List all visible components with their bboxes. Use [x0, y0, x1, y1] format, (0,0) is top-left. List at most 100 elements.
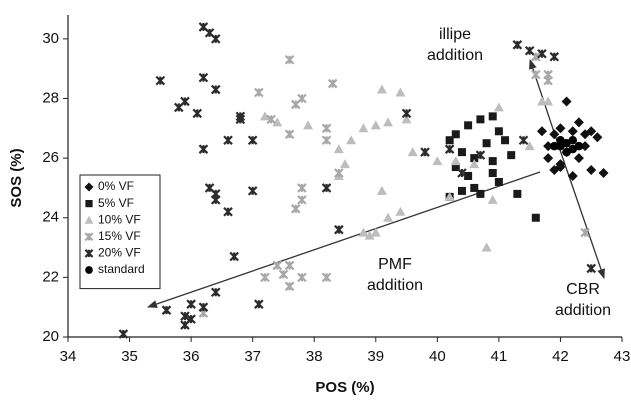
point: [118, 329, 129, 339]
point: [155, 75, 166, 86]
point: [543, 75, 553, 86]
point: [488, 157, 497, 166]
legend-marker: [85, 200, 93, 208]
point: [358, 123, 369, 133]
point: [445, 136, 454, 145]
legend-marker: [84, 249, 94, 258]
point: [303, 120, 314, 130]
point: [186, 299, 196, 309]
annotation: addition: [427, 47, 483, 64]
point: [229, 251, 239, 262]
point: [180, 96, 190, 107]
point: [383, 117, 394, 127]
point: [494, 127, 503, 136]
point: [370, 227, 381, 237]
point: [364, 230, 375, 240]
point: [580, 227, 590, 238]
x-tick-label: 38: [306, 348, 323, 365]
point: [223, 207, 233, 217]
point: [586, 165, 597, 176]
x-axis-title: POS (%): [315, 379, 374, 396]
point: [531, 213, 540, 222]
point: [272, 117, 283, 127]
point: [543, 153, 554, 164]
point: [376, 84, 387, 94]
point: [592, 132, 603, 143]
x-tick-label: 34: [60, 348, 77, 365]
legend-marker: [84, 215, 94, 224]
point: [488, 169, 497, 178]
cbr-arrow: [559, 149, 605, 279]
point: [567, 126, 578, 137]
point: [543, 141, 554, 152]
point: [543, 96, 554, 106]
point: [284, 260, 295, 271]
point: [573, 117, 584, 128]
point: [198, 72, 209, 83]
point: [457, 168, 467, 178]
point: [210, 195, 221, 205]
point: [235, 114, 246, 125]
point: [192, 108, 203, 119]
point: [524, 45, 535, 56]
point: [598, 168, 609, 179]
point: [586, 126, 597, 137]
x-tick-label: 43: [614, 348, 631, 365]
point: [370, 120, 381, 130]
point: [470, 183, 479, 192]
x-tick-label: 40: [429, 348, 446, 365]
point: [284, 281, 295, 292]
point: [407, 147, 418, 157]
point: [260, 272, 270, 283]
point: [376, 185, 387, 195]
point: [284, 129, 295, 140]
point: [401, 114, 412, 124]
point: [501, 136, 510, 145]
x-tick-label: 42: [552, 348, 569, 365]
annotation: addition: [367, 277, 423, 294]
point: [259, 111, 270, 121]
point: [334, 168, 344, 178]
y-tick-label: 20: [42, 328, 59, 345]
point: [383, 212, 394, 222]
point: [451, 130, 460, 139]
point: [481, 242, 492, 252]
point: [518, 135, 529, 145]
point: [186, 314, 196, 324]
x-tick-label: 39: [367, 348, 384, 365]
x-tick-label: 37: [244, 348, 261, 365]
point: [321, 123, 332, 134]
legend-label: 20% VF: [98, 246, 141, 260]
point: [321, 272, 332, 283]
x-tick-label: 36: [183, 348, 200, 365]
point: [451, 163, 460, 172]
point: [247, 186, 258, 196]
point: [420, 147, 430, 157]
point: [488, 112, 497, 121]
legend-box: [79, 174, 161, 290]
point: [567, 171, 578, 181]
point: [334, 224, 344, 235]
point: [469, 159, 480, 169]
point: [536, 126, 547, 137]
point: [321, 135, 332, 145]
point: [493, 102, 504, 112]
point: [555, 162, 566, 173]
point: [290, 99, 301, 110]
point: [549, 129, 560, 140]
point: [482, 139, 491, 148]
point: [272, 260, 283, 271]
point: [401, 108, 412, 119]
point: [457, 148, 466, 157]
point: [254, 299, 264, 309]
point: [254, 87, 264, 98]
point: [450, 156, 461, 166]
point: [395, 206, 406, 216]
point: [210, 34, 221, 44]
point: [290, 204, 301, 214]
point: [278, 269, 289, 280]
point: [247, 135, 258, 145]
point: [487, 194, 498, 204]
